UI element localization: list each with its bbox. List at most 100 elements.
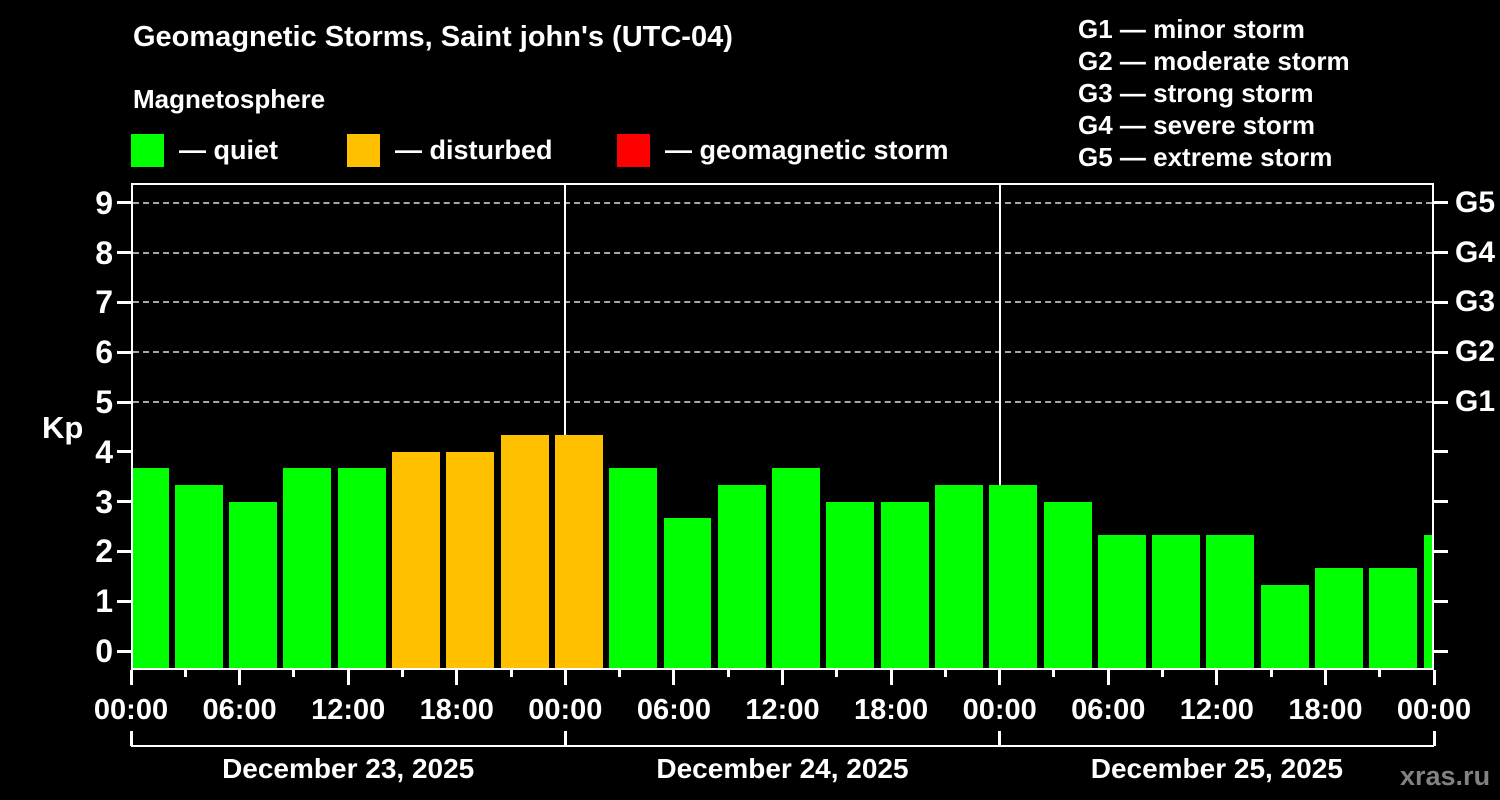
date-axis-tick	[998, 731, 1002, 746]
plot-border-left	[131, 183, 133, 670]
x-axis-tick	[1432, 670, 1436, 685]
geomagnetic-storm-swatch-icon	[617, 133, 650, 167]
kp-bar	[174, 485, 223, 668]
condition-legend: — quiet — disturbed — geomagnetic storm	[0, 133, 1060, 173]
kp-bar	[283, 468, 332, 668]
x-axis-tick	[563, 670, 567, 685]
x-axis-tick	[781, 670, 784, 685]
x-axis-tick	[1215, 670, 1219, 685]
x-axis-tick	[1323, 670, 1327, 685]
kp-bar	[717, 485, 766, 668]
y-axis-title: Kp	[42, 410, 84, 445]
kp-bar	[337, 468, 386, 668]
watermark: xras.ru	[1400, 761, 1491, 791]
x-axis-tick	[183, 670, 187, 677]
plot-area	[131, 183, 1434, 670]
storm-scale-line-g4: G4 — severe storm	[1078, 110, 1316, 140]
x-axis-tick	[455, 670, 459, 685]
y-axis-tick-right	[1434, 350, 1448, 354]
right-axis-label-g1: G1	[1455, 385, 1496, 418]
x-axis-label: 18:00	[419, 694, 494, 726]
day-boundary-line	[998, 185, 1001, 668]
y-axis-tick-right	[1434, 500, 1448, 504]
x-axis-tick	[1106, 670, 1110, 685]
kp-bar	[229, 501, 278, 668]
kp-bar	[880, 501, 929, 668]
x-axis-label: 12:00	[311, 694, 386, 726]
plot-border-bottom	[131, 668, 1434, 670]
x-axis-label: 00:00	[1396, 694, 1472, 726]
date-axis-tick	[129, 731, 133, 746]
gridline-kp9	[133, 201, 1432, 204]
kp-bar	[989, 485, 1038, 668]
x-axis-tick	[292, 670, 296, 677]
storm-scale-line-g5: G5 — extreme storm	[1078, 142, 1333, 172]
y-axis-label-0: 0	[95, 633, 113, 669]
day-boundary-line	[564, 185, 567, 668]
storm-scale-line-g2: G2 — moderate storm	[1078, 46, 1350, 76]
gridline-kp6	[133, 351, 1432, 354]
y-axis-label-7: 7	[95, 284, 113, 321]
x-axis-tick	[1161, 670, 1165, 677]
x-axis-label: 12:00	[1179, 694, 1254, 726]
quiet-swatch-icon	[131, 133, 164, 167]
y-axis-tick-right	[1434, 300, 1448, 304]
kp-bar	[1152, 534, 1201, 668]
kp-bar	[446, 451, 495, 668]
y-axis-tick-left	[117, 251, 131, 255]
y-axis-tick-left	[117, 549, 131, 553]
right-axis-label-g4: G4	[1455, 235, 1496, 269]
kp-bar	[609, 468, 658, 668]
gridline-kp5	[133, 401, 1432, 403]
kp-bar	[554, 435, 603, 668]
y-axis-tick-left	[117, 450, 131, 454]
x-axis-label: 18:00	[853, 694, 929, 726]
x-axis-label: 00:00	[962, 694, 1037, 726]
y-axis-tick-left	[117, 649, 131, 653]
date-axis-tick	[1432, 731, 1436, 746]
x-axis-tick	[943, 670, 947, 677]
y-axis-tick-left	[117, 599, 131, 603]
kp-bar	[1206, 534, 1255, 668]
right-axis-label-g5: G5	[1455, 185, 1496, 219]
y-axis-tick-left	[117, 500, 131, 504]
disturbed-swatch-icon	[347, 133, 380, 167]
legend-item-geomagnetic-storm: — geomagnetic storm	[617, 133, 949, 167]
x-axis-tick	[238, 670, 242, 685]
kp-bar	[1423, 534, 1434, 668]
legend-item-quiet: — quiet	[131, 133, 278, 167]
x-axis-tick	[346, 670, 350, 685]
legend-label-disturbed: — disturbed	[395, 134, 553, 165]
kp-bar	[1369, 567, 1418, 668]
kp-bar	[826, 501, 875, 668]
y-axis-tick-right	[1434, 251, 1448, 255]
gridline-kp8	[133, 251, 1432, 254]
y-axis-label-9: 9	[95, 184, 113, 221]
x-axis-label: 06:00	[1071, 694, 1146, 726]
y-axis-label-6: 6	[95, 334, 113, 371]
legend-label-quiet: — quiet	[179, 134, 278, 165]
x-axis-label: 00:00	[93, 694, 169, 726]
y-axis-tick-left	[117, 400, 131, 404]
x-axis-tick	[998, 670, 1002, 685]
date-label: December 23, 2025	[222, 753, 475, 784]
x-axis-tick	[129, 670, 133, 685]
kp-bar	[772, 468, 821, 668]
x-axis-tick	[1269, 670, 1273, 677]
date-axis-line	[131, 745, 1434, 747]
date-axis-tick	[563, 731, 567, 746]
legend-label-geomagnetic-storm: — geomagnetic storm	[665, 134, 949, 165]
page-title: Geomagnetic Storms, Saint john's (UTC-04…	[133, 21, 733, 53]
kp-bar	[1043, 501, 1092, 668]
x-axis-label: 12:00	[745, 694, 820, 726]
x-axis-tick	[835, 670, 839, 677]
date-label: December 25, 2025	[1090, 753, 1343, 784]
kp-bar	[1315, 567, 1363, 668]
gridline-kp7	[133, 301, 1432, 304]
x-axis-tick	[672, 670, 676, 685]
chart-subtitle: Magnetosphere	[133, 84, 326, 114]
kp-bar	[500, 435, 549, 668]
kp-bar	[663, 518, 712, 668]
kp-bar	[934, 485, 983, 668]
